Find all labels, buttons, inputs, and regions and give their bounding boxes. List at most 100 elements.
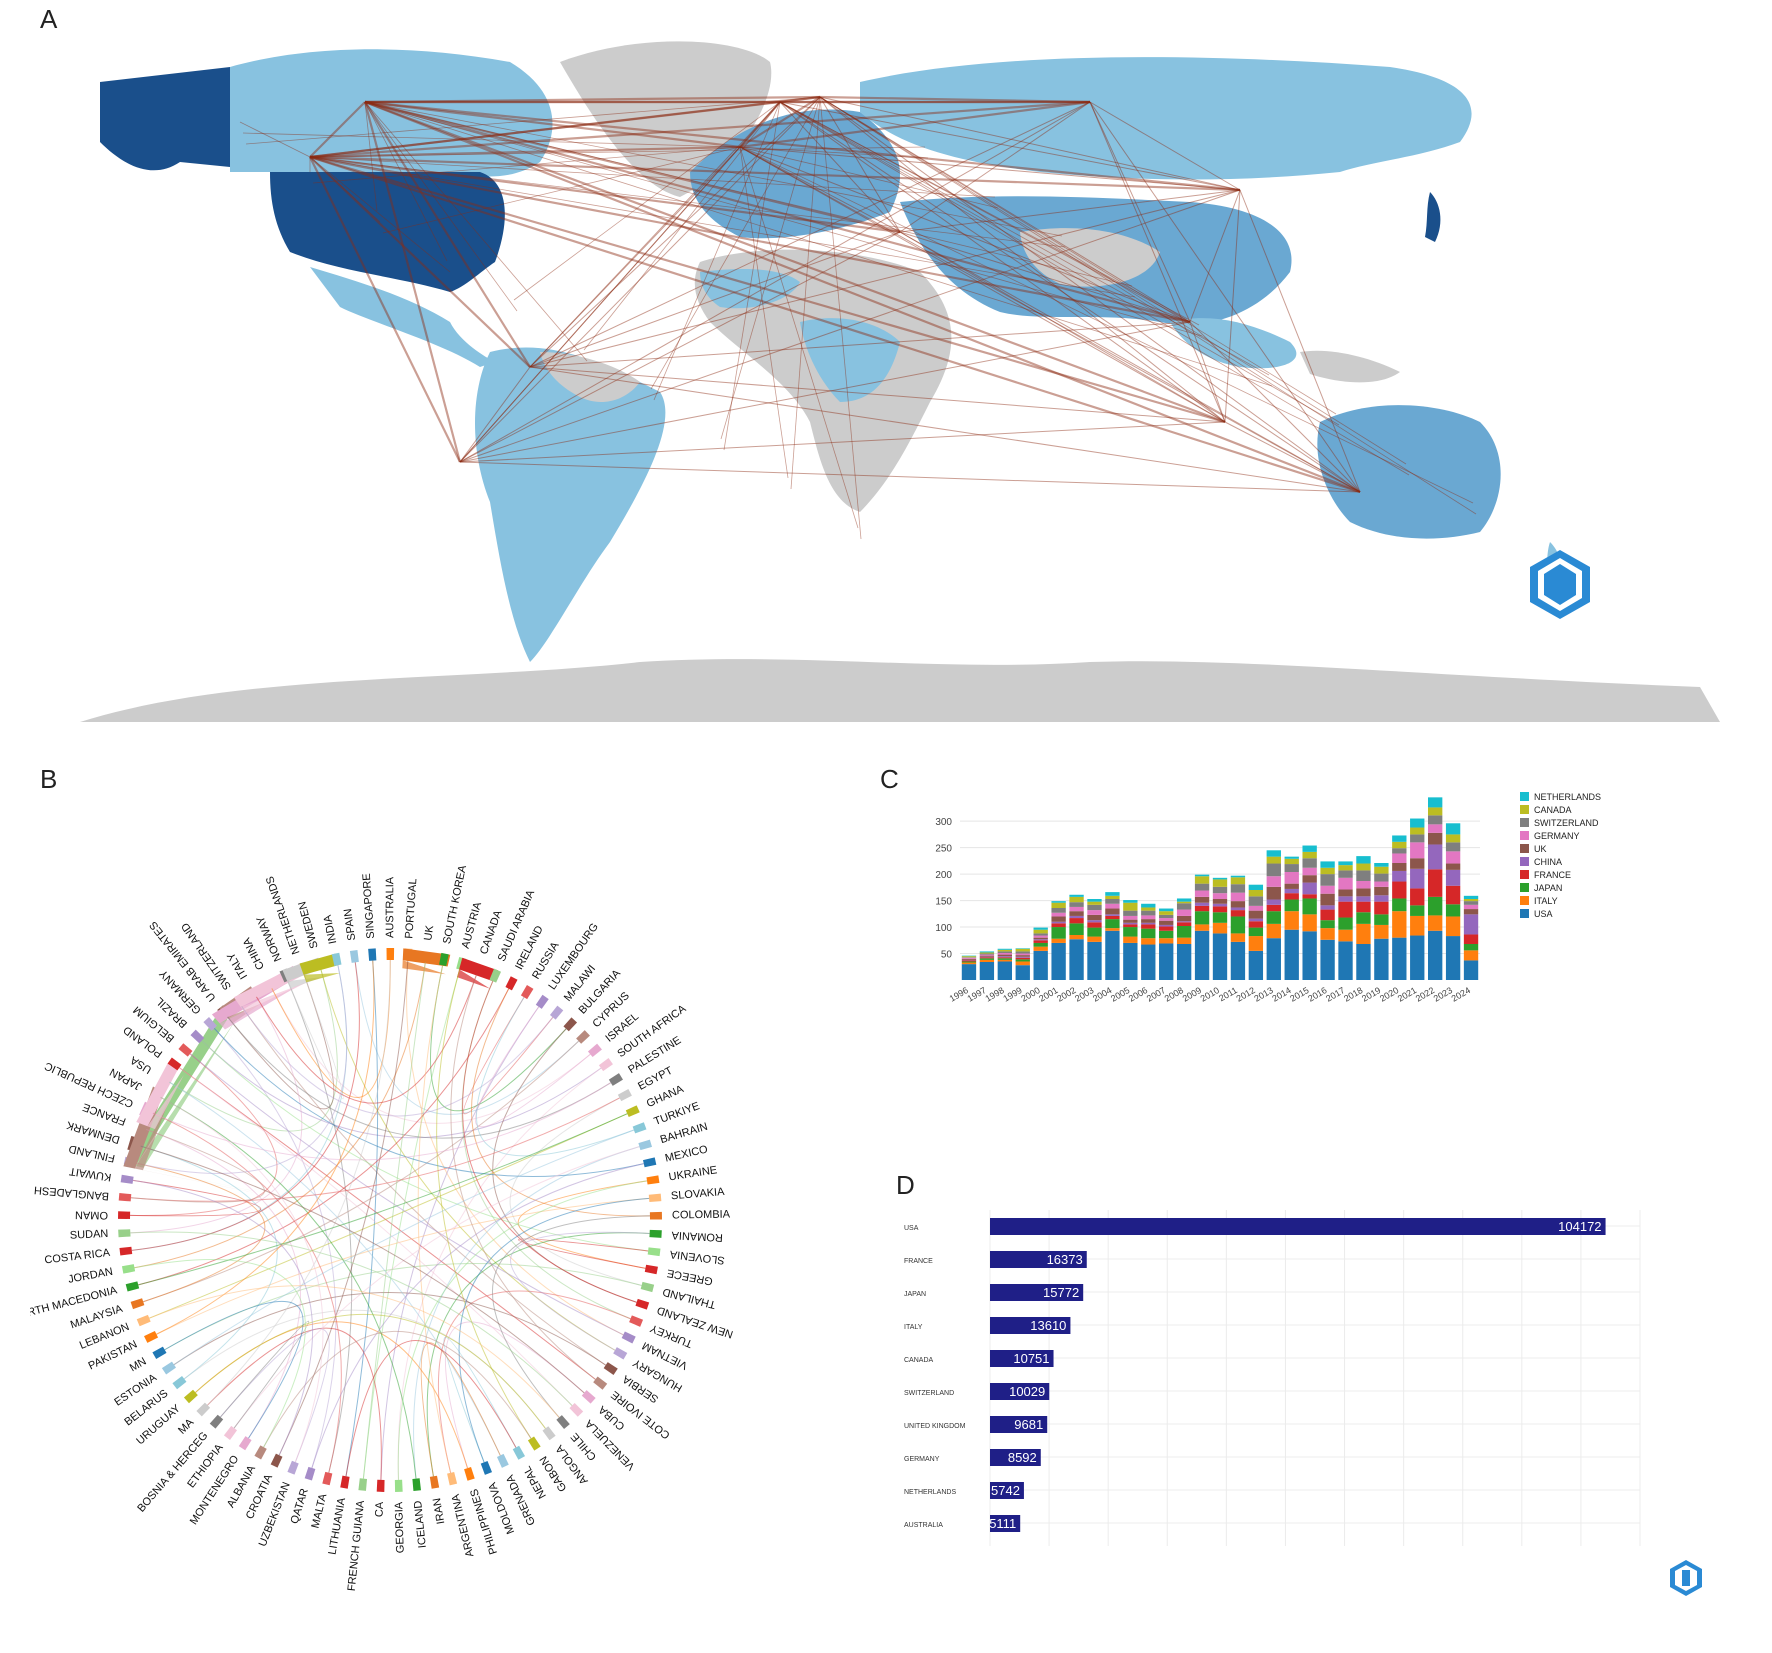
stacked-bar-segment [961, 960, 977, 962]
stacked-bar-segment [1033, 937, 1048, 940]
collaboration-link [1089, 101, 1241, 191]
stacked-bar-segment [1051, 921, 1066, 924]
africa [694, 249, 952, 512]
chord-link [510, 1231, 650, 1351]
chord-label: LITHUANIA [327, 1496, 349, 1555]
chord-link [130, 1179, 261, 1217]
chord-arc [429, 1475, 440, 1489]
canada [230, 49, 553, 177]
chord-arc [287, 1460, 299, 1475]
stacked-bar-segment [1266, 886, 1281, 900]
chord-arc [203, 1016, 217, 1031]
stacked-bar-segment [1105, 903, 1120, 909]
stacked-bar-segment [1248, 950, 1264, 980]
chord-link [160, 1096, 417, 1479]
stacked-bar-segment [1374, 866, 1389, 874]
horizontal-bar [990, 1350, 1054, 1367]
stacked-bar-segment [1123, 902, 1138, 911]
stacked-bar-segment [1392, 848, 1407, 854]
category-label: USA [904, 1225, 919, 1232]
chord-link [152, 1112, 342, 1473]
stacked-bar-segment [1284, 856, 1299, 859]
collaboration-link [739, 146, 1241, 191]
chord-label: USA [128, 1053, 154, 1076]
collaboration-link [790, 96, 821, 490]
chord-arc [635, 1298, 650, 1310]
stacked-bar-segment [1230, 910, 1246, 917]
chord-arc [505, 976, 518, 991]
collaboration-world-map [80, 41, 1720, 722]
collaboration-link [583, 101, 781, 351]
chord-label: SLOVENIA [669, 1248, 726, 1267]
stacked-bar-segment [1266, 904, 1281, 912]
chord-link [201, 1040, 649, 1252]
chord-link [406, 960, 624, 1336]
chord-link [492, 1215, 650, 1418]
stacked-bar-segment [1463, 909, 1479, 915]
chord-link [149, 1113, 628, 1319]
y-tick-label: 200 [935, 870, 952, 881]
stacked-bar-segment [1212, 886, 1228, 894]
chord-link [130, 996, 303, 1234]
chord-link [213, 1028, 337, 1469]
chord-link [136, 965, 348, 1174]
stacked-bar-segment [1159, 924, 1174, 927]
stacked-bar-segment [1212, 933, 1228, 980]
stacked-bar-segment [1087, 927, 1102, 937]
chord-link [380, 1006, 540, 1480]
stacked-bar-segment [1033, 933, 1048, 936]
collaboration-link [739, 146, 901, 233]
chord-arc [183, 1389, 198, 1404]
collaboration-link [364, 100, 901, 234]
stacked-bar-segment [997, 957, 1012, 959]
bibliometrix-logo [1530, 550, 1590, 619]
stacked-bar-segment [997, 948, 1012, 950]
stacked-bar-segment [1374, 924, 1389, 939]
chord-link [345, 1340, 517, 1477]
chord-arc [209, 1414, 224, 1429]
stacked-bar-segment [1194, 905, 1210, 912]
stacked-bar-segment [1410, 905, 1425, 916]
chord-label: MALTA [309, 1492, 329, 1530]
legend-swatch [1520, 844, 1529, 853]
chord-arc [569, 1403, 584, 1417]
chord-link [195, 1313, 546, 1429]
chord-link [213, 1028, 644, 1177]
stacked-bar-segment [1463, 960, 1479, 980]
stacked-bar-segment [1410, 858, 1425, 869]
south-america [475, 347, 666, 662]
stacked-bar-segment [1194, 876, 1210, 884]
horizontal-bar [990, 1515, 1021, 1532]
stacked-bar-segment [1463, 944, 1479, 951]
collaboration-link [779, 101, 1200, 326]
stacked-bar-segment [1033, 939, 1048, 941]
stacked-bar-segment [1338, 917, 1353, 930]
chord-arc [119, 1246, 133, 1256]
stacked-bar-segment [1141, 944, 1156, 980]
stacked-bar-segment [1123, 942, 1138, 980]
legend-swatch [1520, 909, 1529, 918]
stacked-bar-segment [1374, 886, 1389, 896]
stacked-bar-segment [1302, 882, 1317, 895]
stacked-bar-segment [961, 964, 977, 980]
chord-link [241, 1006, 554, 1117]
collaboration-link [309, 95, 821, 159]
stacked-bar-segment [961, 956, 977, 958]
stacked-bar-segment [1392, 937, 1407, 980]
collaboration-link [739, 146, 1474, 504]
collaboration-link [309, 155, 901, 234]
stacked-bar-segment [1141, 915, 1156, 920]
chord-label: BANGLADESH [34, 1184, 110, 1202]
collaboration-link [364, 100, 1226, 424]
chord-arc [121, 1264, 136, 1274]
category-label: GERMANY [904, 1456, 940, 1463]
collaboration-link [529, 96, 821, 368]
stacked-bar-segment [1410, 818, 1425, 828]
stacked-bar-segment [1015, 948, 1030, 949]
bars [961, 797, 1479, 980]
legend-swatch [1520, 870, 1529, 879]
chord-link [462, 980, 637, 1303]
stacked-bar-segment [1015, 953, 1030, 956]
stacked-bar-segment [1159, 908, 1174, 912]
stacked-bar-segment [1410, 842, 1425, 859]
